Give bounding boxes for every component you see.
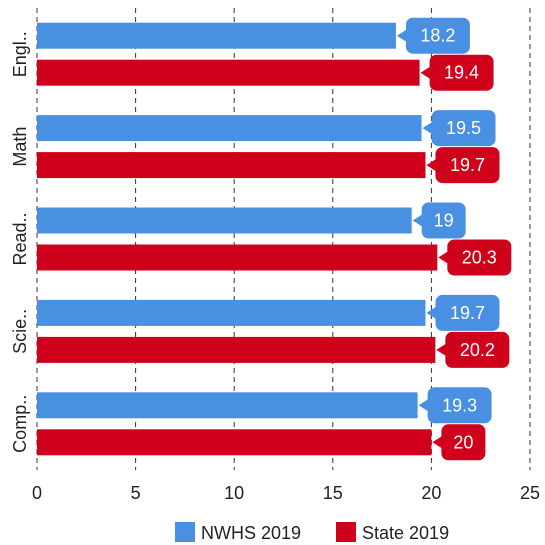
data-label-pointer bbox=[420, 65, 432, 80]
x-tick-label: 25 bbox=[520, 483, 540, 503]
category-labels: Engl.. Math Read.. Scie.. Comp.. bbox=[10, 31, 30, 453]
legend-swatch bbox=[336, 522, 356, 542]
bar bbox=[37, 244, 438, 271]
data-label-pointer bbox=[396, 28, 408, 43]
data-label: 18.2 bbox=[420, 26, 455, 46]
data-label-box bbox=[405, 17, 470, 54]
x-axis-ticks: 0 5 10 15 20 25 bbox=[32, 483, 540, 503]
data-label: 19 bbox=[434, 211, 454, 231]
bar bbox=[37, 299, 426, 326]
data-label: 20.2 bbox=[460, 340, 495, 360]
bar bbox=[37, 392, 418, 419]
category-label: Math bbox=[10, 127, 30, 167]
data-label-pointer bbox=[418, 398, 430, 413]
data-label-box bbox=[421, 202, 466, 239]
data-label-box bbox=[431, 110, 496, 147]
data-label-box bbox=[445, 331, 510, 368]
data-label: 19.7 bbox=[450, 303, 485, 323]
x-tick-label: 5 bbox=[131, 483, 141, 503]
data-label-pointer bbox=[422, 121, 434, 136]
bars: 18.2 19.4 19.5 19.7 19 20.3 19.7 20.2 19.3 20 bbox=[37, 17, 512, 461]
data-label: 20.3 bbox=[462, 248, 497, 268]
x-tick-label: 20 bbox=[421, 483, 441, 503]
bar bbox=[37, 429, 432, 456]
data-label-pointer bbox=[426, 158, 438, 173]
bar bbox=[37, 115, 422, 142]
data-label-box bbox=[427, 387, 492, 424]
category-label: Engl.. bbox=[10, 31, 30, 77]
bar bbox=[37, 59, 420, 86]
data-label: 19.3 bbox=[442, 395, 477, 415]
data-label: 19.7 bbox=[450, 155, 485, 175]
data-label: 20 bbox=[453, 432, 473, 452]
category-label: Comp.. bbox=[10, 395, 30, 453]
bar bbox=[37, 22, 396, 49]
data-label-box bbox=[429, 54, 494, 91]
data-label-box bbox=[441, 424, 486, 461]
bar bbox=[37, 207, 412, 234]
legend-label: NWHS 2019 bbox=[201, 523, 301, 543]
data-label: 19.4 bbox=[444, 63, 479, 83]
bar bbox=[37, 336, 436, 363]
data-label-pointer bbox=[432, 435, 444, 450]
category-label: Scie.. bbox=[10, 309, 30, 354]
legend-label: State 2019 bbox=[362, 523, 449, 543]
x-tick-label: 10 bbox=[224, 483, 244, 503]
legend-swatch bbox=[175, 522, 195, 542]
data-label-pointer bbox=[412, 213, 424, 228]
x-tick-label: 0 bbox=[32, 483, 42, 503]
data-label: 19.5 bbox=[446, 118, 481, 138]
data-label-box bbox=[447, 239, 512, 276]
data-label-box bbox=[435, 147, 500, 184]
data-label-pointer bbox=[438, 250, 450, 265]
data-label-pointer bbox=[436, 342, 448, 357]
x-tick-label: 15 bbox=[323, 483, 343, 503]
category-label: Read.. bbox=[10, 212, 30, 265]
data-label-pointer bbox=[426, 305, 438, 320]
bar bbox=[37, 152, 426, 179]
legend: NWHS 2019 State 2019 bbox=[175, 522, 449, 543]
data-label-box bbox=[435, 294, 500, 331]
